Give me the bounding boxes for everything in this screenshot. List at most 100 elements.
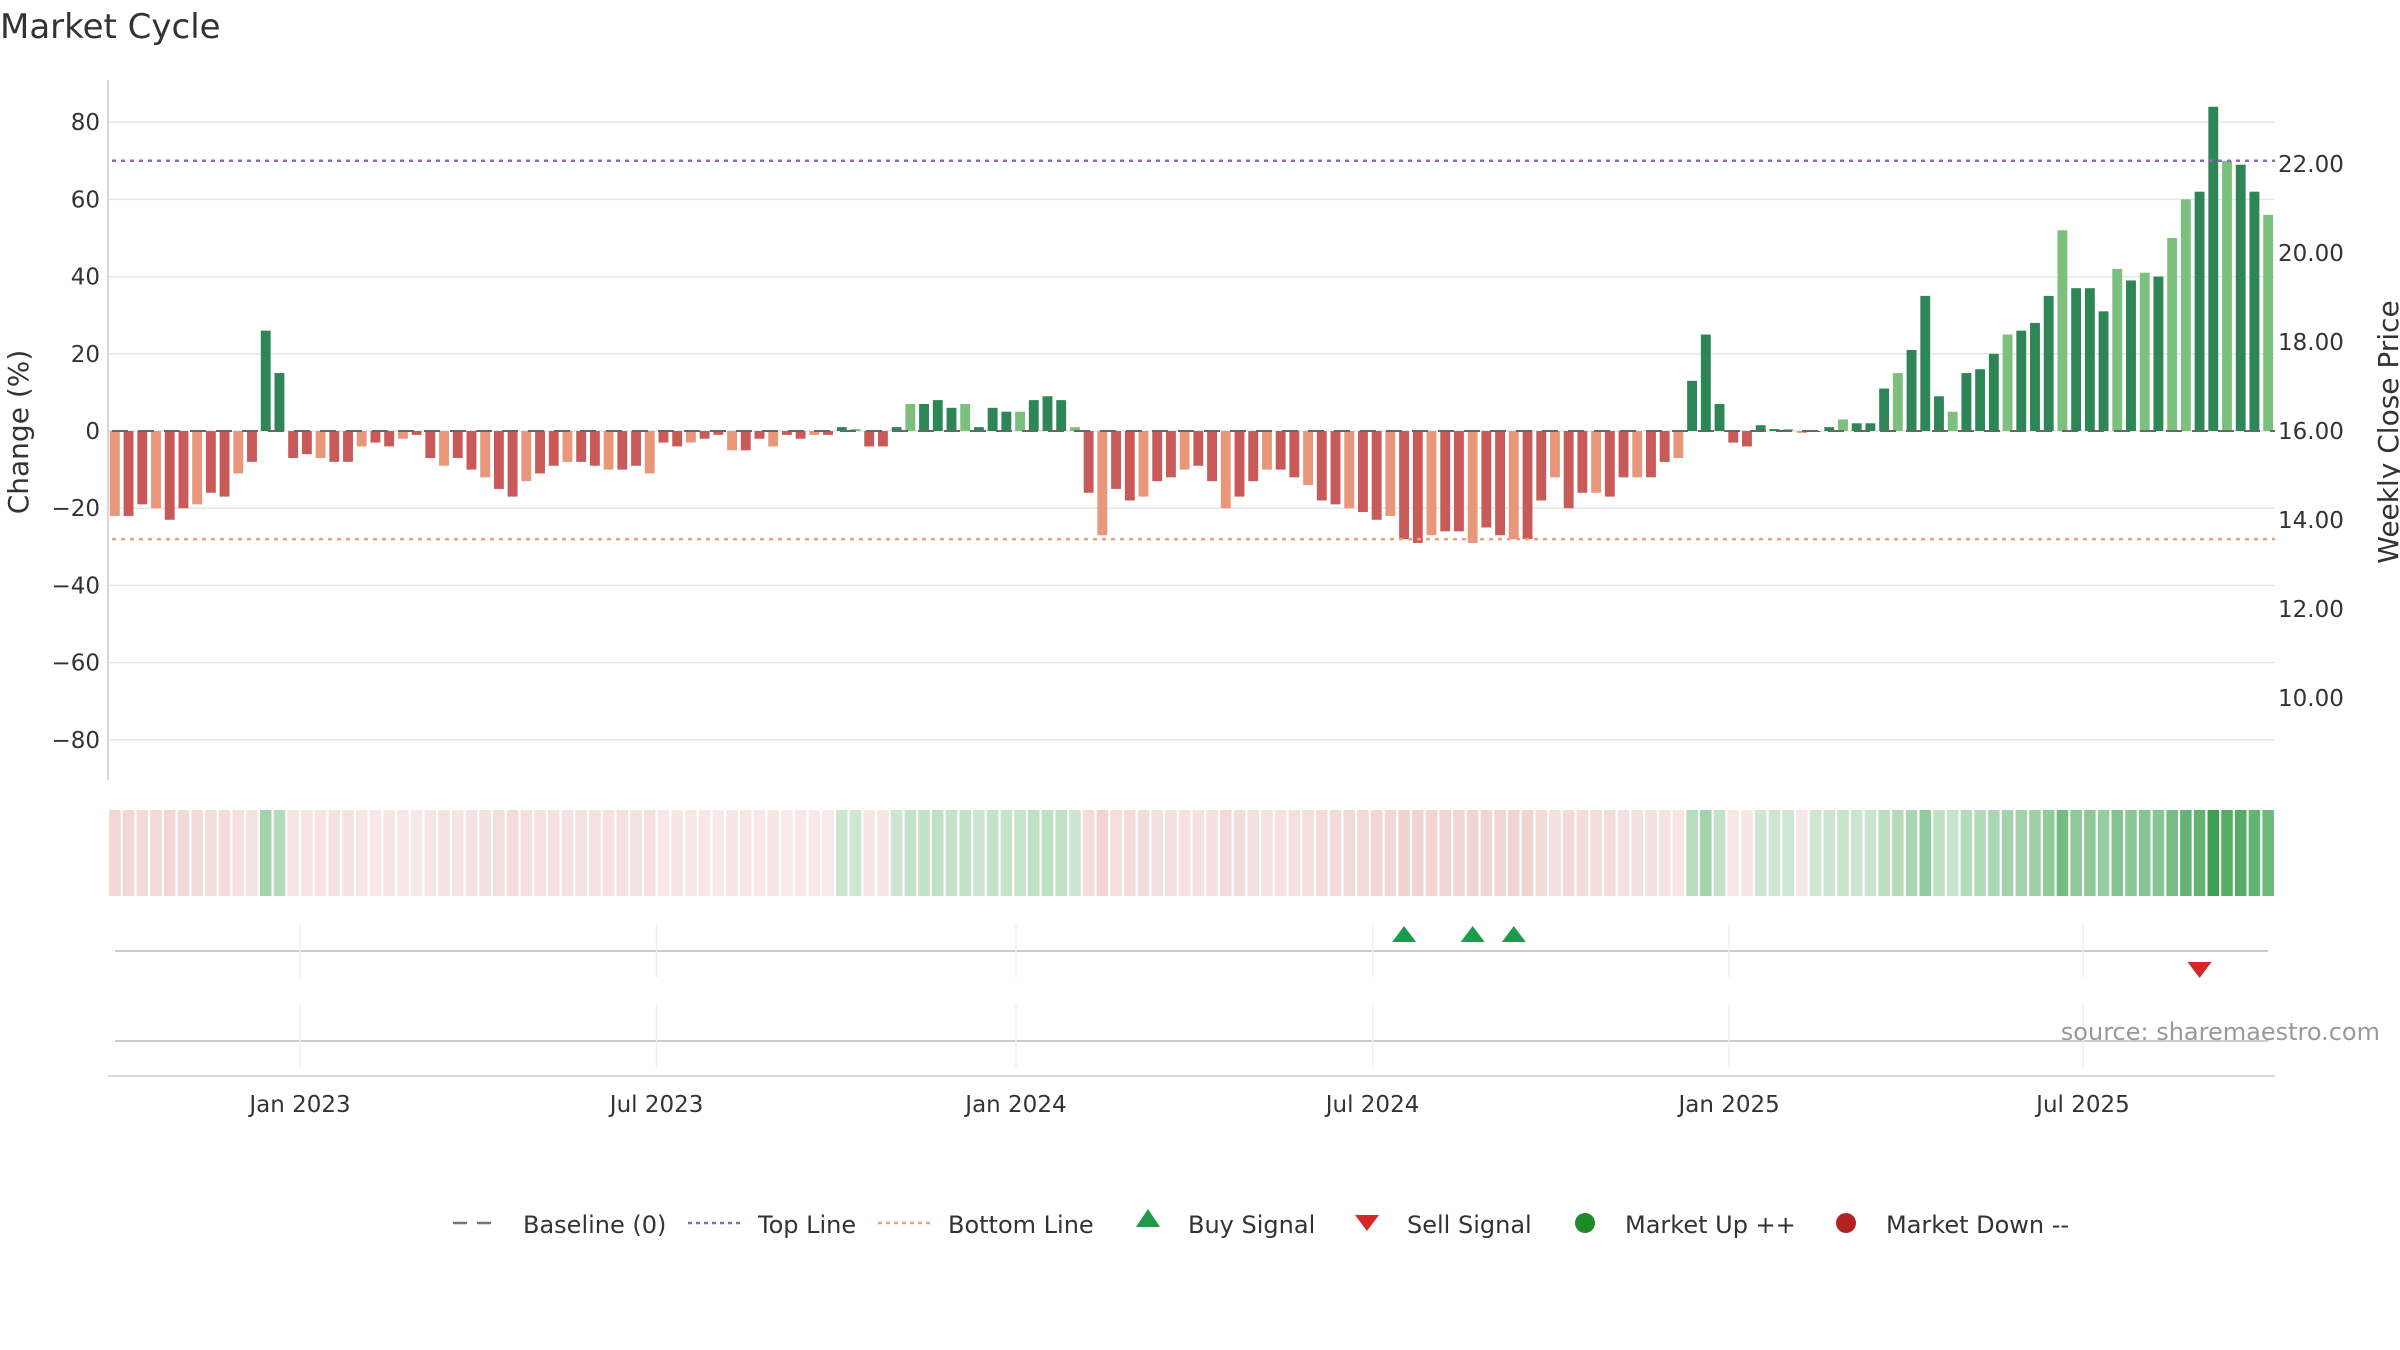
bar xyxy=(2249,191,2260,431)
bar xyxy=(2222,160,2232,432)
legend-label: Top Line xyxy=(757,1211,856,1239)
heat-cell xyxy=(1823,810,1836,896)
y-tick-label: −80 xyxy=(51,728,100,754)
heat-cell xyxy=(1261,810,1273,896)
bar xyxy=(2153,276,2164,431)
heat-cell xyxy=(1782,810,1794,896)
heat-cell xyxy=(493,810,505,896)
bar xyxy=(2208,106,2219,431)
bar xyxy=(960,403,971,431)
bar xyxy=(1083,431,1094,493)
heat-cell xyxy=(1837,810,1849,896)
bar xyxy=(274,373,285,431)
bar xyxy=(109,431,120,516)
bar xyxy=(2043,295,2054,431)
heat-cell xyxy=(739,810,752,896)
y-axis-ticks: 80 60 40 20 0 −20 −40 −60 −80 xyxy=(51,110,100,754)
bar xyxy=(1193,431,1204,466)
bar xyxy=(2084,288,2095,431)
heat-cell xyxy=(1343,810,1355,896)
bar xyxy=(1152,431,1163,482)
legend-label: Baseline (0) xyxy=(523,1211,666,1239)
heat-cell xyxy=(1549,810,1561,896)
y-axis-title: Change (%) xyxy=(2,350,35,515)
heat-cell xyxy=(1672,810,1685,896)
y2-tick-label: 12.00 xyxy=(2278,597,2344,623)
bar xyxy=(521,431,532,482)
heat-cell xyxy=(2193,810,2206,896)
heat-cell xyxy=(877,810,889,896)
bar xyxy=(727,431,737,451)
bar xyxy=(1097,431,1108,536)
heat-cell xyxy=(342,810,354,896)
heat-cell xyxy=(1384,810,1397,896)
heat-cell xyxy=(328,810,341,896)
heat-cell xyxy=(451,810,464,896)
reference-lines xyxy=(112,159,2275,541)
bar xyxy=(2071,288,2082,431)
bar xyxy=(2263,214,2274,431)
bar xyxy=(754,431,765,439)
bar xyxy=(1728,431,1739,443)
heat-cell xyxy=(932,810,944,896)
heat-cell xyxy=(1453,810,1465,896)
bar xyxy=(2057,230,2068,431)
heat-cell xyxy=(1713,810,1726,896)
heat-cell xyxy=(1000,810,1013,896)
heat-cell xyxy=(1357,810,1369,896)
x-tick-label: Jan 2023 xyxy=(247,1092,350,1118)
heat-cell xyxy=(1151,810,1163,896)
heat-cell xyxy=(836,810,848,896)
bar xyxy=(439,431,449,466)
heat-cell xyxy=(1233,810,1246,896)
x-tick-label: Jul 2025 xyxy=(2034,1092,2130,1118)
bar xyxy=(1303,431,1314,486)
heat-cell xyxy=(2084,810,2096,896)
heat-cell xyxy=(767,810,779,896)
heat-cell xyxy=(2166,810,2178,896)
heat-cell xyxy=(685,810,697,896)
bar xyxy=(1769,429,1780,431)
bar xyxy=(535,431,545,474)
heat-cell xyxy=(616,810,629,896)
heat-cell xyxy=(1206,810,1218,896)
y-tick-label: 0 xyxy=(85,419,100,445)
heat-cell xyxy=(1974,810,1986,896)
bar xyxy=(1015,411,1025,431)
heat-cell xyxy=(1864,810,1877,896)
heat-cell xyxy=(259,810,272,896)
heat-cell xyxy=(1617,810,1630,896)
heat-cell xyxy=(794,810,807,896)
legend-label: Market Up ++ xyxy=(1625,1211,1796,1239)
heat-cell xyxy=(438,810,450,896)
heat-cell xyxy=(1480,810,1493,896)
heat-cell xyxy=(1439,810,1451,896)
bar xyxy=(205,431,216,493)
heat-cell xyxy=(1192,810,1205,896)
buy-signal-marker xyxy=(1392,926,1417,942)
bar xyxy=(685,431,696,443)
heat-cell xyxy=(1988,810,2000,896)
y-tick-label: 60 xyxy=(71,187,100,213)
bar xyxy=(507,431,518,497)
heat-cell xyxy=(2111,810,2124,896)
heat-cell xyxy=(246,810,258,896)
bar xyxy=(576,431,587,462)
bar xyxy=(713,431,724,435)
bar xyxy=(987,407,998,431)
bar xyxy=(1577,431,1588,493)
bar xyxy=(1385,431,1396,516)
bar xyxy=(823,431,833,435)
bar xyxy=(1330,431,1341,505)
heat-cell xyxy=(561,810,574,896)
bar xyxy=(740,431,751,451)
bar xyxy=(1714,403,1725,431)
heat-cell xyxy=(1562,810,1575,896)
bar xyxy=(2112,268,2123,431)
bar xyxy=(1906,349,1917,431)
heat-cell xyxy=(959,810,971,896)
y-tick-label: 40 xyxy=(71,265,100,291)
heat-cell xyxy=(2056,810,2069,896)
heat-cell xyxy=(506,810,519,896)
bar xyxy=(343,431,353,462)
